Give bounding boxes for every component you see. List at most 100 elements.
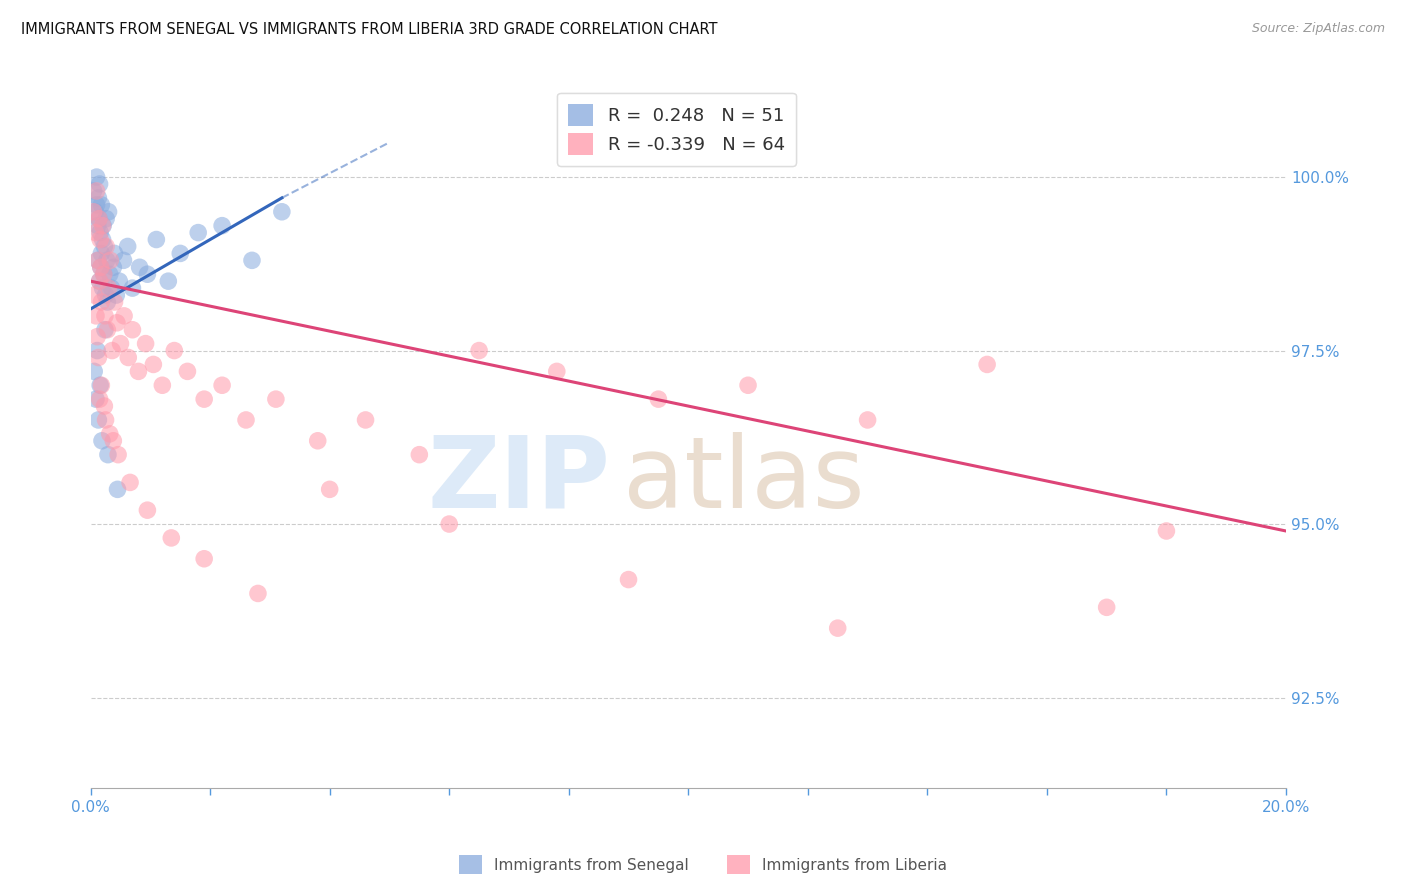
Point xyxy=(93,267,115,281)
Point xyxy=(94,309,117,323)
Point xyxy=(128,260,150,275)
Point xyxy=(246,586,269,600)
Point xyxy=(89,378,111,392)
Point xyxy=(112,309,135,323)
Point xyxy=(90,378,112,392)
Point xyxy=(264,392,287,406)
Point xyxy=(89,274,111,288)
Point xyxy=(169,246,191,260)
Point xyxy=(87,219,110,233)
Text: Source: ZipAtlas.com: Source: ZipAtlas.com xyxy=(1251,22,1385,36)
Point xyxy=(91,281,114,295)
Point xyxy=(91,219,114,233)
Point xyxy=(90,260,112,275)
Point xyxy=(142,358,165,372)
Point xyxy=(117,239,139,253)
Point xyxy=(163,343,186,358)
Point xyxy=(87,351,110,365)
Point xyxy=(90,198,112,212)
Point xyxy=(86,343,108,358)
Point xyxy=(176,364,198,378)
Point xyxy=(83,204,105,219)
Point xyxy=(647,392,669,406)
Legend: Immigrants from Senegal, Immigrants from Liberia: Immigrants from Senegal, Immigrants from… xyxy=(453,849,953,880)
Point xyxy=(439,517,461,532)
Point xyxy=(93,239,115,253)
Point xyxy=(103,295,125,310)
Point xyxy=(107,483,129,497)
Point xyxy=(136,503,159,517)
Point xyxy=(84,392,107,406)
Point xyxy=(89,274,111,288)
Point xyxy=(408,448,430,462)
Point xyxy=(127,364,149,378)
Point xyxy=(83,288,105,302)
Text: ZIP: ZIP xyxy=(427,432,610,529)
Text: atlas: atlas xyxy=(623,432,865,529)
Point xyxy=(157,274,180,288)
Point xyxy=(90,295,112,310)
Point xyxy=(96,239,118,253)
Point xyxy=(93,267,115,281)
Point xyxy=(103,260,125,275)
Point xyxy=(87,413,110,427)
Point xyxy=(93,399,115,413)
Point xyxy=(145,233,167,247)
Point xyxy=(86,329,108,343)
Point xyxy=(108,274,131,288)
Point xyxy=(94,288,117,302)
Point xyxy=(87,211,110,226)
Point xyxy=(89,177,111,191)
Point xyxy=(318,483,340,497)
Point xyxy=(117,351,139,365)
Point xyxy=(107,448,129,462)
Point xyxy=(98,267,121,281)
Point xyxy=(193,551,215,566)
Point xyxy=(617,573,640,587)
Point xyxy=(94,323,117,337)
Point xyxy=(112,253,135,268)
Point xyxy=(87,211,110,226)
Point xyxy=(84,204,107,219)
Point xyxy=(121,323,143,337)
Point xyxy=(354,413,377,427)
Point xyxy=(96,323,118,337)
Point xyxy=(86,170,108,185)
Point xyxy=(1156,524,1178,538)
Point xyxy=(135,336,157,351)
Point xyxy=(97,281,120,295)
Point xyxy=(83,364,105,378)
Point xyxy=(105,288,128,302)
Point xyxy=(193,392,215,406)
Point xyxy=(94,413,117,427)
Point xyxy=(84,226,107,240)
Point xyxy=(270,204,292,219)
Point xyxy=(97,448,120,462)
Point xyxy=(91,434,114,448)
Point xyxy=(856,413,879,427)
Point xyxy=(98,253,121,268)
Point xyxy=(121,281,143,295)
Point xyxy=(90,246,112,260)
Point xyxy=(120,475,142,490)
Point xyxy=(86,184,108,198)
Point xyxy=(211,219,233,233)
Point xyxy=(976,358,998,372)
Text: IMMIGRANTS FROM SENEGAL VS IMMIGRANTS FROM LIBERIA 3RD GRADE CORRELATION CHART: IMMIGRANTS FROM SENEGAL VS IMMIGRANTS FR… xyxy=(21,22,717,37)
Point xyxy=(827,621,849,635)
Point xyxy=(235,413,257,427)
Point xyxy=(87,191,110,205)
Point xyxy=(546,364,568,378)
Point xyxy=(89,226,111,240)
Legend: R =  0.248   N = 51, R = -0.339   N = 64: R = 0.248 N = 51, R = -0.339 N = 64 xyxy=(557,93,796,166)
Point xyxy=(90,260,112,275)
Point xyxy=(101,343,124,358)
Point xyxy=(89,392,111,406)
Point xyxy=(91,233,114,247)
Point xyxy=(150,378,173,392)
Point xyxy=(96,253,118,268)
Point xyxy=(307,434,329,448)
Point xyxy=(89,233,111,247)
Point xyxy=(91,219,114,233)
Point xyxy=(96,211,118,226)
